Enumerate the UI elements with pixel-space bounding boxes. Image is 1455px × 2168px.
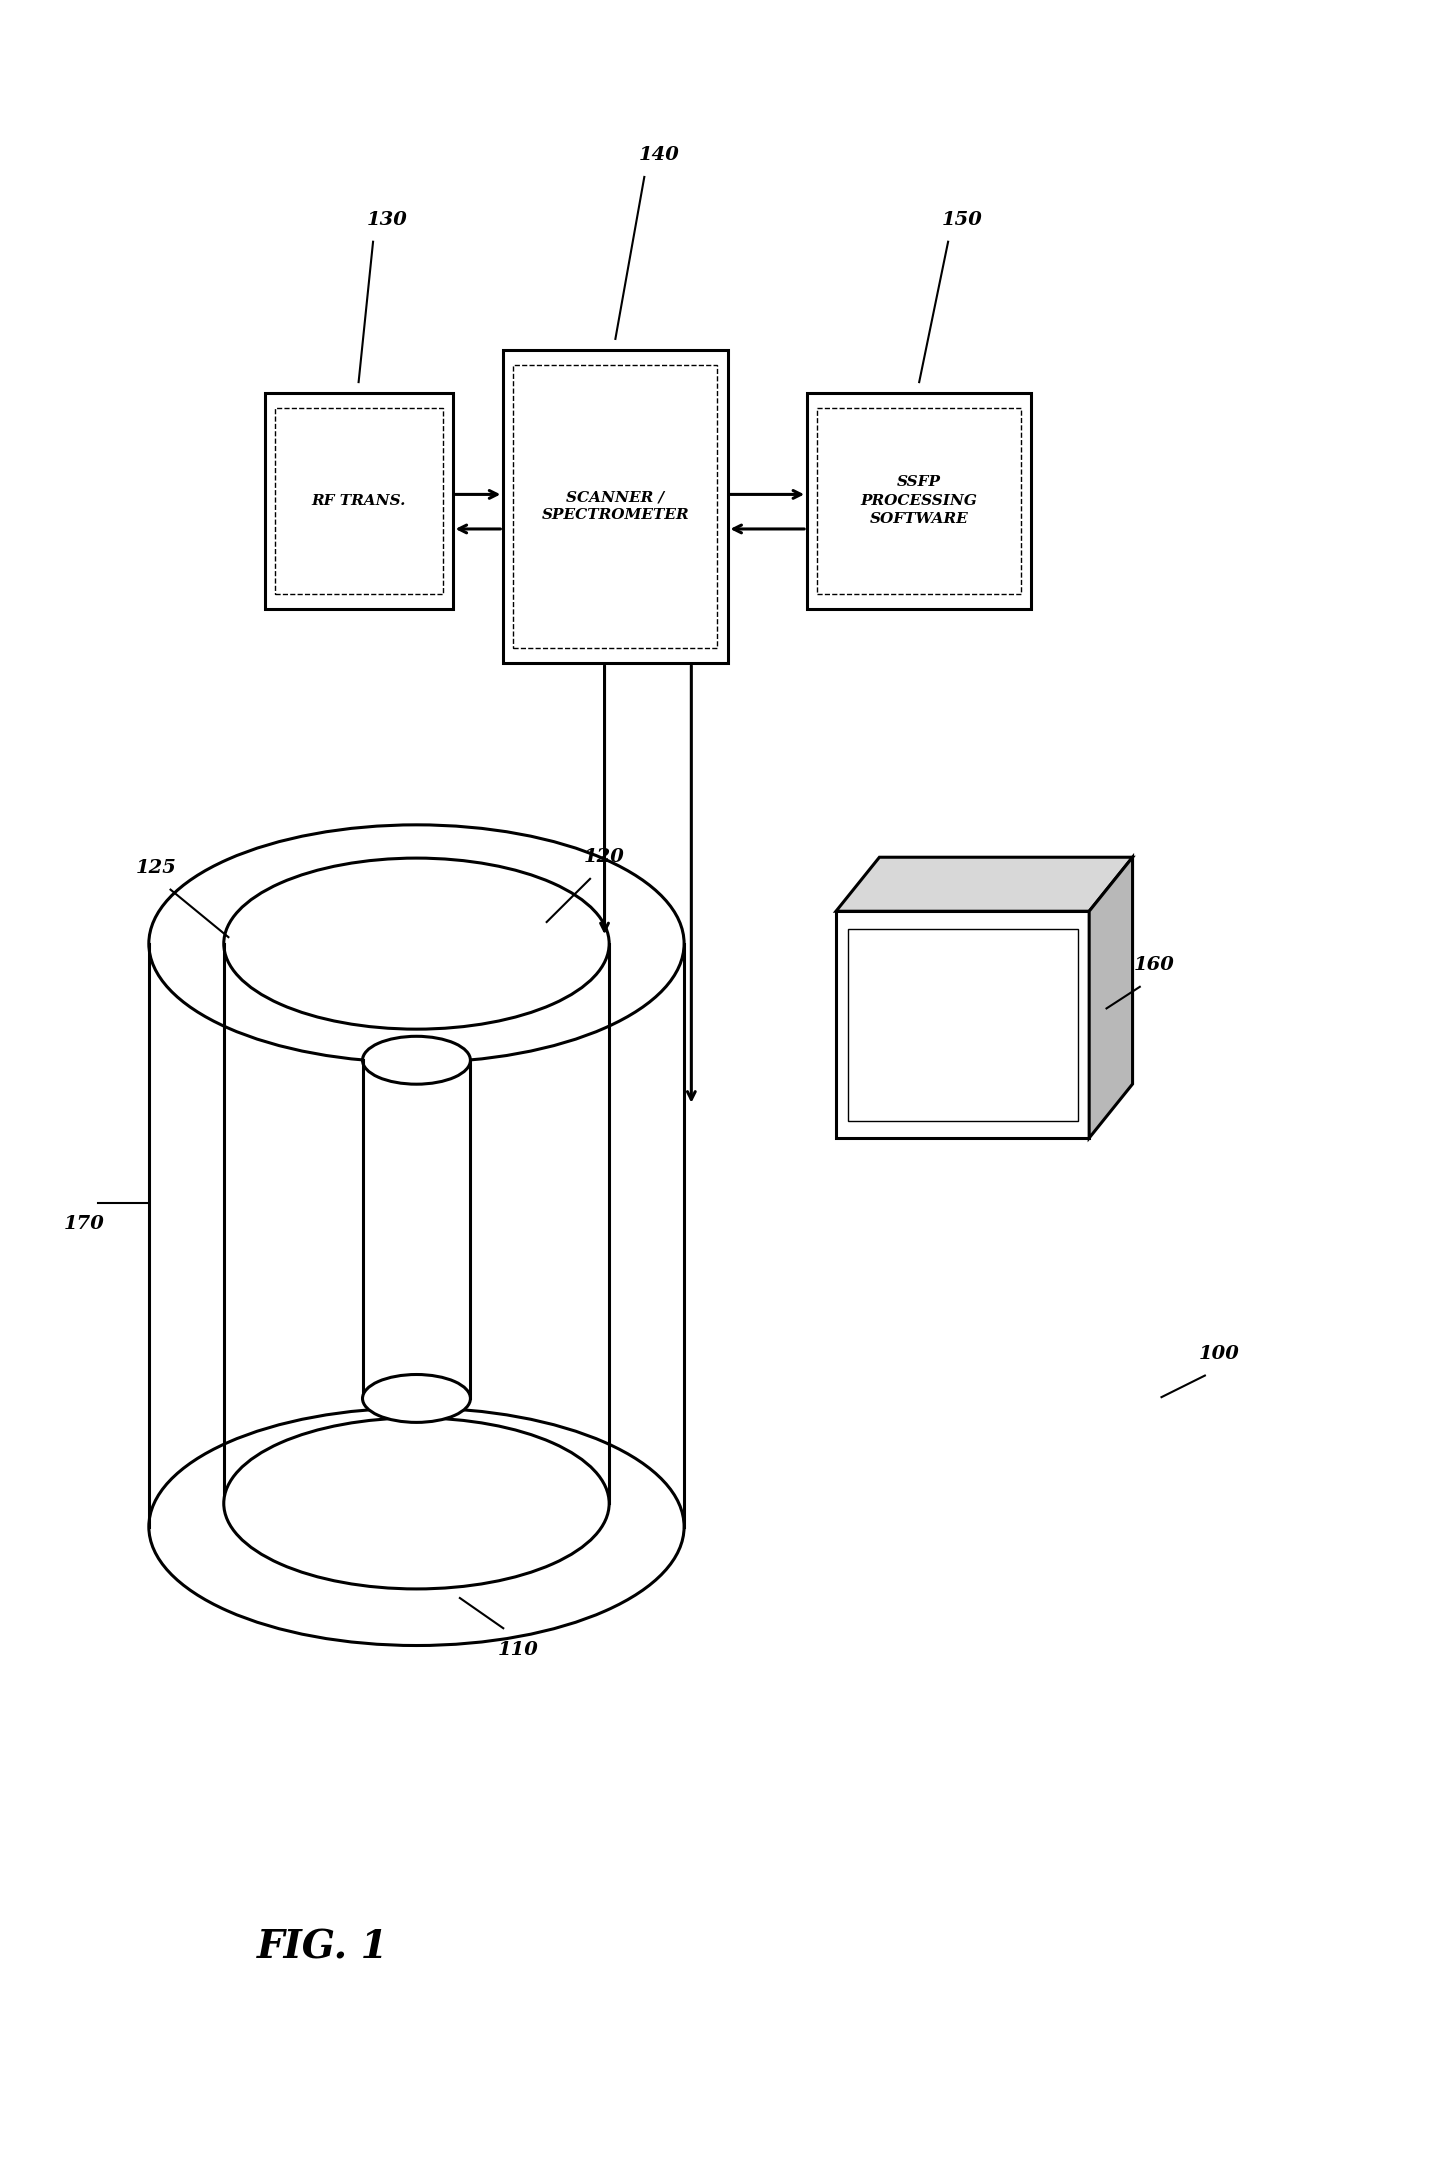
Text: 100: 100 bbox=[1199, 1344, 1240, 1364]
Bar bbox=[265, 392, 453, 609]
Text: 140: 140 bbox=[639, 147, 679, 165]
Text: 150: 150 bbox=[943, 210, 984, 230]
Text: SCANNER /
SPECTROMETER: SCANNER / SPECTROMETER bbox=[541, 490, 690, 522]
Bar bbox=[514, 364, 717, 648]
Text: 130: 130 bbox=[367, 210, 407, 230]
Ellipse shape bbox=[224, 1418, 610, 1589]
Text: 125: 125 bbox=[135, 859, 176, 878]
Ellipse shape bbox=[362, 1375, 470, 1422]
Text: SSFP
PROCESSING
SOFTWARE: SSFP PROCESSING SOFTWARE bbox=[861, 475, 978, 527]
Bar bbox=[848, 928, 1078, 1121]
Bar bbox=[808, 392, 1032, 609]
Bar bbox=[837, 911, 1090, 1138]
Text: 160: 160 bbox=[1133, 956, 1174, 973]
Polygon shape bbox=[837, 856, 1132, 911]
Text: 170: 170 bbox=[64, 1216, 105, 1234]
Text: FIG. 1: FIG. 1 bbox=[256, 1930, 388, 1966]
Bar bbox=[818, 408, 1021, 594]
Polygon shape bbox=[1090, 856, 1132, 1138]
Text: RF TRANS.: RF TRANS. bbox=[311, 494, 406, 507]
Bar bbox=[503, 349, 728, 663]
Text: 120: 120 bbox=[583, 848, 626, 867]
Bar bbox=[275, 408, 442, 594]
Ellipse shape bbox=[362, 1036, 470, 1084]
Ellipse shape bbox=[224, 859, 610, 1030]
Text: 110: 110 bbox=[498, 1641, 538, 1659]
